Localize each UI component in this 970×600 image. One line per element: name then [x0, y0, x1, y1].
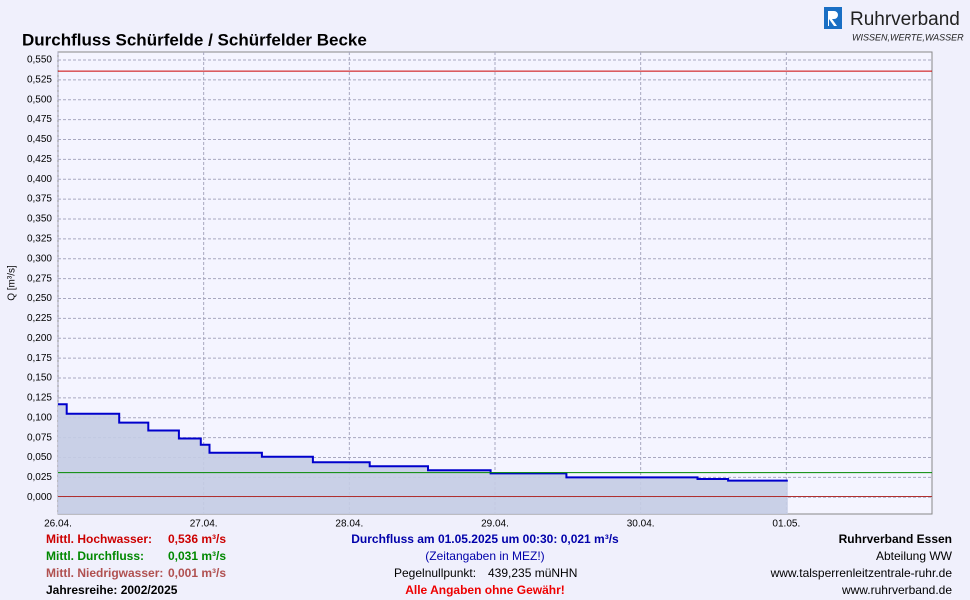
disclaimer: Alle Angaben ohne Gewähr! [405, 583, 565, 597]
chart-title: Durchfluss Schürfelde / Schürfelder Beck… [22, 30, 367, 49]
y-tick-label: 0,425 [27, 154, 52, 165]
y-tick-label: 0,400 [27, 174, 52, 185]
x-tick-label: 26.04. [44, 519, 72, 530]
y-tick-label: 0,000 [27, 492, 52, 503]
y-tick-label: 0,525 [27, 74, 52, 85]
y-tick-label: 0,050 [27, 452, 52, 463]
current-value: Durchfluss am 01.05.2025 um 00:30: 0,021… [351, 532, 619, 546]
area-fill [58, 404, 788, 514]
credit: www.talsperrenleitzentrale-ruhr.de [770, 566, 953, 580]
credit: www.ruhrverband.de [841, 583, 952, 597]
y-tick-label: 0,025 [27, 472, 52, 483]
reference-value: 0,031 m³/s [168, 549, 226, 563]
y-tick-label: 0,125 [27, 393, 52, 404]
y-axis-label: Q [m³/s] [7, 265, 18, 301]
datum-label: Pegelnullpunkt: [394, 566, 476, 580]
logo-slogan: WISSEN,WERTE,WASSER [852, 32, 964, 42]
y-tick-label: 0,150 [27, 373, 52, 384]
reference-value: 0,001 m³/s [168, 566, 226, 580]
reference-label: Mittl. Durchfluss: [46, 549, 144, 563]
y-tick-label: 0,100 [27, 412, 52, 423]
timezone-note: (Zeitangaben in MEZ!) [425, 549, 544, 563]
y-tick-label: 0,250 [27, 293, 52, 304]
line-series [58, 403, 788, 482]
x-tick-label: 01.05. [772, 519, 800, 530]
x-tick-label: 28.04. [335, 519, 363, 530]
credit: Abteilung WW [876, 549, 953, 563]
reference-label: Mittl. Hochwasser: [46, 532, 152, 546]
reference-value: 0,536 m³/s [168, 532, 226, 546]
reference-label: Mittl. Niedrigwasser: [46, 566, 163, 580]
y-tick-label: 0,550 [27, 55, 52, 66]
datum-value: 439,235 müNHN [488, 566, 577, 580]
y-tick-label: 0,450 [27, 134, 52, 145]
y-tick-label: 0,500 [27, 94, 52, 105]
y-tick-label: 0,300 [27, 253, 52, 264]
y-tick-label: 0,325 [27, 234, 52, 245]
x-tick-label: 30.04. [627, 519, 655, 530]
y-tick-label: 0,275 [27, 273, 52, 284]
credit: Ruhrverband Essen [839, 532, 952, 546]
logo: Ruhrverband WISSEN,WERTE,WASSER [824, 7, 964, 42]
y-tick-label: 0,225 [27, 313, 52, 324]
y-tick-label: 0,350 [27, 214, 52, 225]
series-period: Jahresreihe: 2002/2025 [46, 583, 178, 597]
footer: Jahresreihe: 2002/2025 Durchfluss am 01.… [46, 532, 619, 597]
logo-name: Ruhrverband [850, 9, 960, 30]
y-tick-label: 0,175 [27, 353, 52, 364]
x-tick-label: 29.04. [481, 519, 509, 530]
y-tick-label: 0,200 [27, 333, 52, 344]
x-tick-label: 27.04. [190, 519, 218, 530]
y-tick-label: 0,075 [27, 432, 52, 443]
y-tick-label: 0,375 [27, 194, 52, 205]
y-tick-label: 0,475 [27, 114, 52, 125]
